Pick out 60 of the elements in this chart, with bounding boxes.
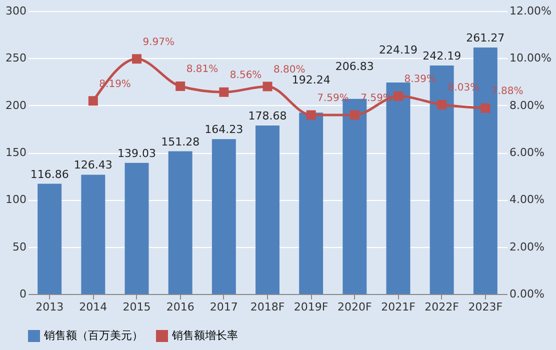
data-label: 242.19 <box>422 50 462 63</box>
data-label: 8.80% <box>274 64 306 76</box>
point <box>480 103 490 113</box>
data-label: 8.56% <box>230 70 262 82</box>
bar <box>38 184 62 294</box>
x-tick-label: 2017 <box>210 300 238 314</box>
bar <box>168 151 192 294</box>
y2-tick-label: 8.00% <box>510 98 544 112</box>
point <box>350 110 360 120</box>
bar <box>299 112 324 294</box>
y2-tick-label: 4.00% <box>510 193 544 206</box>
data-label: 206.83 <box>335 60 374 73</box>
data-label: 192.24 <box>292 74 330 87</box>
bar <box>124 162 149 294</box>
data-label: 224.19 <box>379 44 418 57</box>
data-label: 126.43 <box>74 158 112 172</box>
x-tick-label: 2023F <box>468 300 503 314</box>
legend-label: 销售额增长率 <box>171 329 238 342</box>
data-label: 9.97% <box>142 36 175 48</box>
data-label: 116.86 <box>30 168 69 181</box>
y-tick-label: 150 <box>6 146 26 159</box>
x-tick-label: 2014 <box>79 300 108 314</box>
point <box>394 91 403 101</box>
y-tick-label: 0 <box>20 288 26 300</box>
y-tick-label: 100 <box>6 193 26 206</box>
bar <box>81 174 106 294</box>
point <box>306 110 316 120</box>
data-label: 164.23 <box>204 123 244 136</box>
x-tick-label: 2020F <box>338 300 372 314</box>
data-label: 178.68 <box>248 109 287 122</box>
data-label: 139.03 <box>117 146 156 160</box>
bar <box>256 125 280 294</box>
point <box>437 100 447 110</box>
point <box>262 82 272 92</box>
data-label: 7.59% <box>317 93 349 104</box>
y-tick-label: 250 <box>6 52 26 65</box>
data-label: 261.27 <box>466 32 505 45</box>
y-tick-label: 200 <box>6 98 26 112</box>
legend-label: 销售额（百万美元） <box>43 329 143 342</box>
data-label: 8.81% <box>186 64 218 76</box>
x-tick-label: 2018F <box>250 300 285 314</box>
y2-tick-label: 10.00% <box>510 52 552 65</box>
y2-tick-label: 12.00% <box>510 4 552 18</box>
y2-tick-label: 6.00% <box>510 146 544 159</box>
point <box>88 96 98 106</box>
y2-tick-label: 0.00% <box>510 288 544 300</box>
y-tick-label: 50 <box>12 240 26 254</box>
point <box>219 87 229 97</box>
x-tick-label: 2016 <box>166 300 194 314</box>
x-tick-label: 2019F <box>294 300 328 314</box>
x-tick-label: 2021F <box>381 300 416 314</box>
point <box>132 54 142 64</box>
point <box>176 81 186 91</box>
bar <box>212 139 236 294</box>
data-label: 151.28 <box>161 135 200 148</box>
y-tick-label: 300 <box>6 4 26 18</box>
y2-tick-label: 2.00% <box>510 240 544 254</box>
x-tick-label: 2013 <box>36 300 64 314</box>
x-tick-label: 2022F <box>424 300 460 314</box>
x-tick-label: 2015 <box>122 300 151 314</box>
